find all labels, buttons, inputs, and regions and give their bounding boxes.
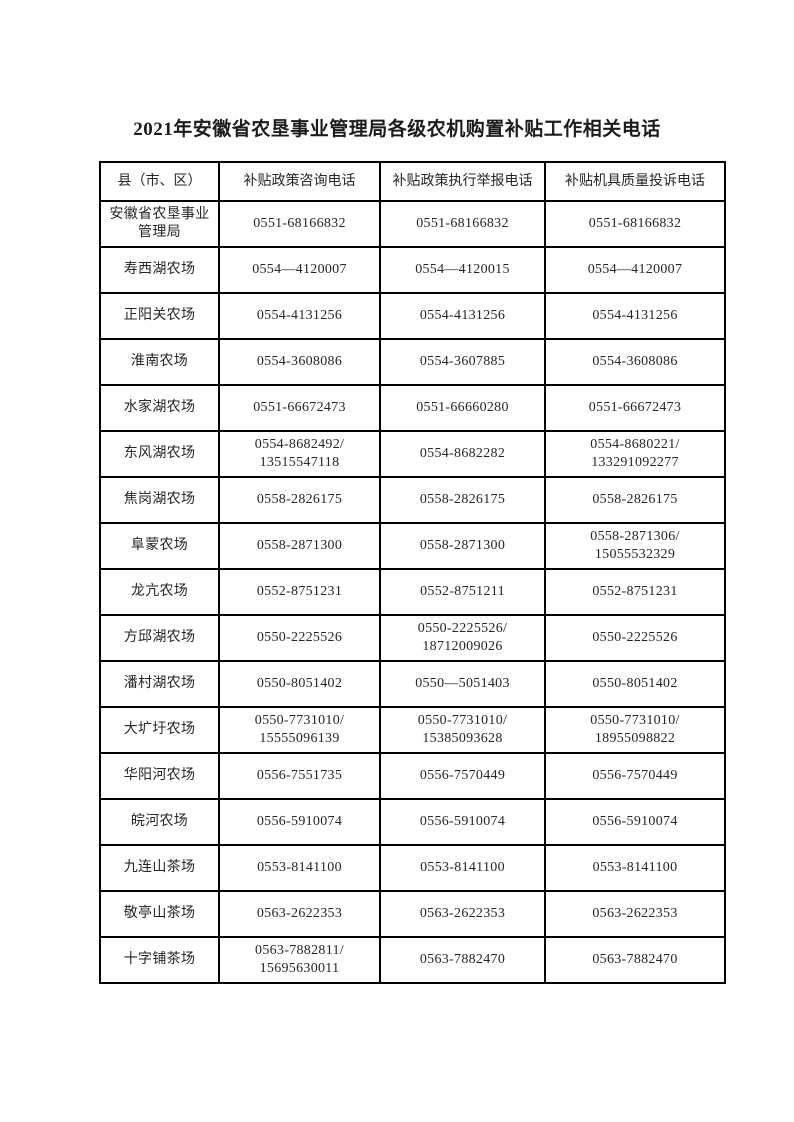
phone-number-cell: 0554-4131256 — [544, 292, 726, 340]
table-row: 龙亢农场 0552-8751231 0552-8751211 0552-8751231 — [99, 568, 726, 616]
phone-number-cell: 0550-8051402 — [218, 660, 381, 708]
phone-number-cell: 0551-66672473 — [544, 384, 726, 432]
phone-number-cell: 0556-5910074 — [379, 798, 546, 846]
phone-number-cell: 0556-7570449 — [544, 752, 726, 800]
row-name-cell: 龙亢农场 — [99, 568, 220, 616]
row-name-cell: 九连山茶场 — [99, 844, 220, 892]
row-name-cell: 焦岗湖农场 — [99, 476, 220, 524]
row-name-cell: 东风湖农场 — [99, 430, 220, 478]
phone-number-cell: 0554-3607885 — [379, 338, 546, 386]
phone-number-cell: 0554—4120015 — [379, 246, 546, 294]
row-name-cell: 敬亭山茶场 — [99, 890, 220, 938]
phone-number-cell: 0554—4120007 — [544, 246, 726, 294]
phone-number-cell: 0554-4131256 — [379, 292, 546, 340]
phone-number-cell: 0550-7731010/ 15385093628 — [379, 706, 546, 754]
row-name-cell: 安徽省农垦事业 管理局 — [99, 200, 220, 248]
row-name-cell: 水家湖农场 — [99, 384, 220, 432]
phone-number-cell: 0553-8141100 — [218, 844, 381, 892]
phone-number-cell: 0558-2871306/ 15055532329 — [544, 522, 726, 570]
phone-number-cell: 0550-7731010/ 18955098822 — [544, 706, 726, 754]
phone-number-cell: 0550-2225526 — [544, 614, 726, 662]
table-row: 寿西湖农场 0554—4120007 0554—4120015 0554—412000… — [99, 246, 726, 294]
phone-number-cell: 0554-4131256 — [218, 292, 381, 340]
header-cell: 县（市、区） — [99, 161, 220, 202]
row-name-cell: 十字铺茶场 — [99, 936, 220, 984]
phone-number-cell: 0551-68166832 — [544, 200, 726, 248]
phone-number-cell: 0554-8680221/ 133291092277 — [544, 430, 726, 478]
phone-number-cell: 0563-2622353 — [544, 890, 726, 938]
phone-number-cell: 0550-2225526/ 18712009026 — [379, 614, 546, 662]
row-name-cell: 阜蒙农场 — [99, 522, 220, 570]
phone-number-cell: 0552-8751231 — [544, 568, 726, 616]
table-row: 阜蒙农场 0558-2871300 0558-2871300 0558-2871306… — [99, 522, 726, 570]
table-row: 正阳关农场 0554-4131256 0554-4131256 0554-413125… — [99, 292, 726, 340]
phone-number-cell: 0558-2871300 — [218, 522, 381, 570]
table-row: 潘村湖农场 0550-8051402 0550—5051403 0550-805140… — [99, 660, 726, 708]
phone-number-cell: 0563-7882811/ 15695630011 — [218, 936, 381, 984]
row-name-cell: 寿西湖农场 — [99, 246, 220, 294]
table-row: 敬亭山茶场 0563-2622353 0563-2622353 0563-262235… — [99, 890, 726, 938]
phone-number-cell: 0551-68166832 — [218, 200, 381, 248]
phone-number-cell: 0558-2826175 — [544, 476, 726, 524]
table-row: 皖河农场 0556-5910074 0556-5910074 0556-5910074 — [99, 798, 726, 846]
phone-number-cell: 0556-7570449 — [379, 752, 546, 800]
phone-number-cell: 0563-2622353 — [379, 890, 546, 938]
header-row: 县（市、区） 补贴政策咨询电话 补贴政策执行举报电话 补贴机具质量投诉电话 — [99, 161, 726, 202]
row-name-cell: 正阳关农场 — [99, 292, 220, 340]
phone-number-cell: 0558-2826175 — [218, 476, 381, 524]
phone-number-cell: 0563-7882470 — [544, 936, 726, 984]
phone-number-cell: 0563-2622353 — [218, 890, 381, 938]
phone-number-cell: 0558-2826175 — [379, 476, 546, 524]
phone-number-cell: 0550-2225526 — [218, 614, 381, 662]
header-cell: 补贴政策咨询电话 — [218, 161, 381, 202]
table-row: 东风湖农场 0554-8682492/ 13515547118 0554-86822… — [99, 430, 726, 478]
phone-number-cell: 0554-3608086 — [544, 338, 726, 386]
phone-number-cell: 0558-2871300 — [379, 522, 546, 570]
phone-number-cell: 0563-7882470 — [379, 936, 546, 984]
phone-number-cell: 0553-8141100 — [379, 844, 546, 892]
phone-number-cell: 0550-7731010/ 15555096139 — [218, 706, 381, 754]
phone-number-cell: 0554-8682492/ 13515547118 — [218, 430, 381, 478]
table-row: 九连山茶场 0553-8141100 0553-8141100 0553-814110… — [99, 844, 726, 892]
row-name-cell: 皖河农场 — [99, 798, 220, 846]
table-body: 安徽省农垦事业 管理局 0551-68166832 0551-68166832 055… — [99, 200, 726, 984]
phone-number-cell: 0552-8751211 — [379, 568, 546, 616]
phone-number-cell: 0551-66672473 — [218, 384, 381, 432]
row-name-cell: 潘村湖农场 — [99, 660, 220, 708]
phone-number-cell: 0556-5910074 — [544, 798, 726, 846]
document-title: 2021年安徽省农垦事业管理局各级农机购置补贴工作相关电话 — [133, 119, 661, 140]
phone-number-cell: 0554—4120007 — [218, 246, 381, 294]
row-name-cell: 华阳河农场 — [99, 752, 220, 800]
table-row: 水家湖农场 0551-66672473 0551-66660280 0551-6667… — [99, 384, 726, 432]
phone-number-cell: 0556-5910074 — [218, 798, 381, 846]
row-name-cell: 方邱湖农场 — [99, 614, 220, 662]
phone-number-cell: 0553-8141100 — [544, 844, 726, 892]
table-row: 淮南农场 0554-3608086 0554-3607885 0554-3608086 — [99, 338, 726, 386]
table-row: 安徽省农垦事业 管理局 0551-68166832 0551-68166832 055… — [99, 200, 726, 248]
table-row: 焦岗湖农场 0558-2826175 0558-2826175 0558-282617… — [99, 476, 726, 524]
row-name-cell: 淮南农场 — [99, 338, 220, 386]
phone-number-cell: 0554-3608086 — [218, 338, 381, 386]
row-name-cell: 大圹圩农场 — [99, 706, 220, 754]
phone-number-cell: 0551-68166832 — [379, 200, 546, 248]
table-row: 华阳河农场 0556-7551735 0556-7570449 0556-757044… — [99, 752, 726, 800]
phone-number-cell: 0554-8682282 — [379, 430, 546, 478]
phone-number-cell: 0551-66660280 — [379, 384, 546, 432]
header-cell: 补贴政策执行举报电话 — [379, 161, 546, 202]
header-cell: 补贴机具质量投诉电话 — [544, 161, 726, 202]
table-row: 十字铺茶场 0563-7882811/ 15695630011 0563-78824… — [99, 936, 726, 984]
phone-number-cell: 0550-8051402 — [544, 660, 726, 708]
phone-number-cell: 0556-7551735 — [218, 752, 381, 800]
table-row: 方邱湖农场 0550-2225526 0550-2225526/ 187120090… — [99, 614, 726, 662]
phone-number-cell: 0552-8751231 — [218, 568, 381, 616]
phone-table: 县（市、区） 补贴政策咨询电话 补贴政策执行举报电话 补贴机具质量投诉电话 安徽省农垦… — [99, 161, 726, 984]
table-row: 大圹圩农场 0550-7731010/ 15555096139 0550-77310… — [99, 706, 726, 754]
phone-number-cell: 0550—5051403 — [379, 660, 546, 708]
